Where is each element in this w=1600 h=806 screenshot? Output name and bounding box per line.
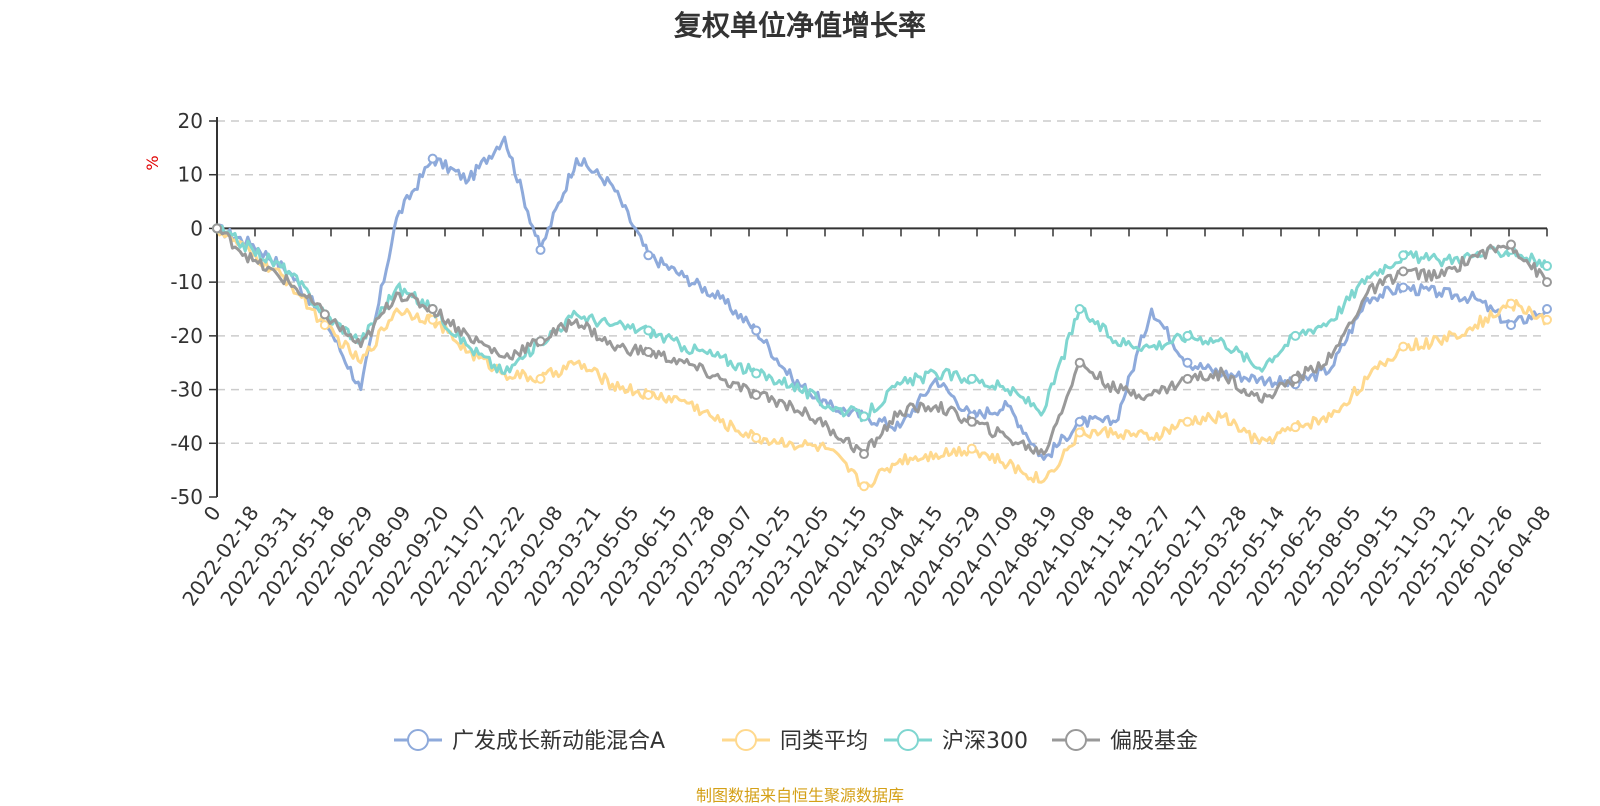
data-point [751,325,762,336]
data-point [319,320,330,331]
data-point [751,389,762,400]
data-point [535,244,546,255]
data-point [966,373,977,384]
data-point [1182,357,1193,368]
series-line [216,227,1549,456]
data-point [1542,277,1552,288]
y-tick-label: 10 [178,163,203,187]
data-point [643,389,654,400]
data-point [1074,427,1085,438]
data-point [859,449,870,460]
data-point [859,481,870,492]
legend-label: 同类平均 [780,729,868,754]
data-point [966,416,977,427]
data-point [1542,261,1552,272]
y-tick-label: 0 [190,216,203,240]
data-point [1506,239,1517,250]
data-point [751,368,762,379]
data-point [1398,341,1409,352]
y-tick-label: -20 [170,324,203,348]
data-point [751,432,762,443]
legend-label: 沪深300 [942,729,1028,754]
data-point [319,309,330,320]
source-note: 制图数据来自恒生聚源数据库 [695,786,904,805]
legend-marker [897,729,919,751]
y-axis-label: % [143,155,162,170]
data-point [643,346,654,357]
data-point [427,153,438,164]
data-point [1074,357,1085,368]
data-point [212,223,222,234]
legend-label: 偏股基金 [1110,729,1198,754]
data-point [1074,416,1085,427]
data-point [427,304,438,314]
legend-label: 广发成长新动能混合A [452,729,665,754]
chart-title: 复权单位净值增长率 [673,9,926,42]
legend-marker [1065,729,1087,751]
data-point [1542,304,1552,314]
data-point [643,250,654,261]
data-point [1074,304,1085,314]
legend-marker [735,729,757,751]
data-point [1542,314,1552,325]
y-tick-label: 20 [178,109,203,133]
data-point [1290,422,1301,433]
data-point [643,325,654,336]
data-point [535,373,546,384]
y-tick-label: -30 [170,378,203,402]
data-point [1506,320,1517,331]
data-point [966,443,977,454]
data-point [1182,330,1193,341]
y-tick-label: -50 [170,485,203,509]
data-point [1506,298,1517,309]
y-tick-label: -10 [170,270,203,294]
data-point [1290,330,1301,341]
data-point [1398,266,1409,277]
y-tick-label: -40 [170,431,203,455]
data-point [1398,250,1409,261]
series-line [215,227,1549,488]
data-point [1290,373,1301,384]
data-point [1182,373,1193,384]
data-point [535,336,546,347]
data-point [1398,282,1409,293]
data-point [859,411,870,422]
series-line [215,135,1549,461]
legend-marker [407,729,429,751]
x-tick-label: 0 [199,501,226,525]
data-point [1182,416,1193,427]
